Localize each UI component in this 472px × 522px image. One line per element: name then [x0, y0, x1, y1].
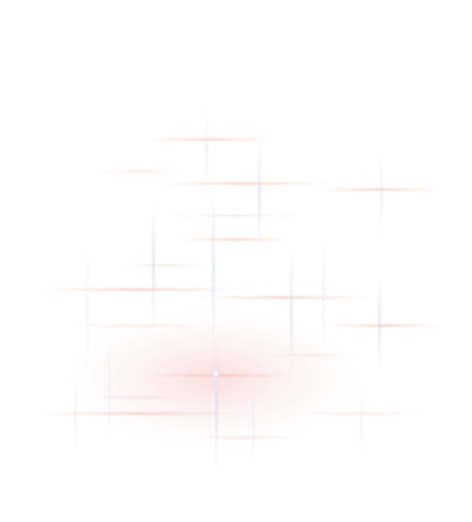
light-streak-h	[200, 296, 370, 299]
light-streak-h	[40, 288, 240, 291]
light-streak-h	[150, 374, 290, 377]
light-streak-h	[190, 436, 300, 439]
sparkle-dot	[250, 402, 255, 407]
light-streak-v	[258, 140, 261, 250]
light-streak-h	[40, 412, 240, 415]
light-streak-h	[260, 354, 360, 357]
light-streak-h	[100, 170, 180, 173]
light-streak-v	[212, 190, 215, 350]
light-streak-v	[152, 200, 155, 330]
light-streak-h	[120, 264, 210, 267]
light-streak-h	[300, 412, 420, 415]
light-streak-h	[160, 182, 330, 185]
light-streak-v	[378, 280, 381, 370]
light-streak-v	[74, 380, 77, 450]
light-streak-v	[215, 340, 218, 470]
light-streak-h	[170, 214, 300, 217]
sparkle-dot	[212, 370, 219, 377]
light-streak-h	[330, 324, 440, 327]
light-streak-v	[380, 150, 383, 240]
light-streak-h	[70, 324, 200, 327]
light-streak-h	[320, 188, 440, 191]
light-streak-v	[205, 100, 208, 200]
light-streak-v	[108, 340, 111, 440]
sparkle-dot	[322, 294, 327, 299]
light-streak-v	[290, 250, 293, 370]
light-streak-h	[150, 138, 270, 141]
light-streak-h	[180, 238, 290, 241]
light-streak-v	[360, 380, 363, 460]
sparkle-dot	[120, 396, 124, 400]
light-streak-v	[86, 250, 89, 370]
light-streak-v	[252, 380, 255, 470]
light-streak-h	[90, 396, 180, 399]
sparkle-dot	[210, 286, 215, 291]
